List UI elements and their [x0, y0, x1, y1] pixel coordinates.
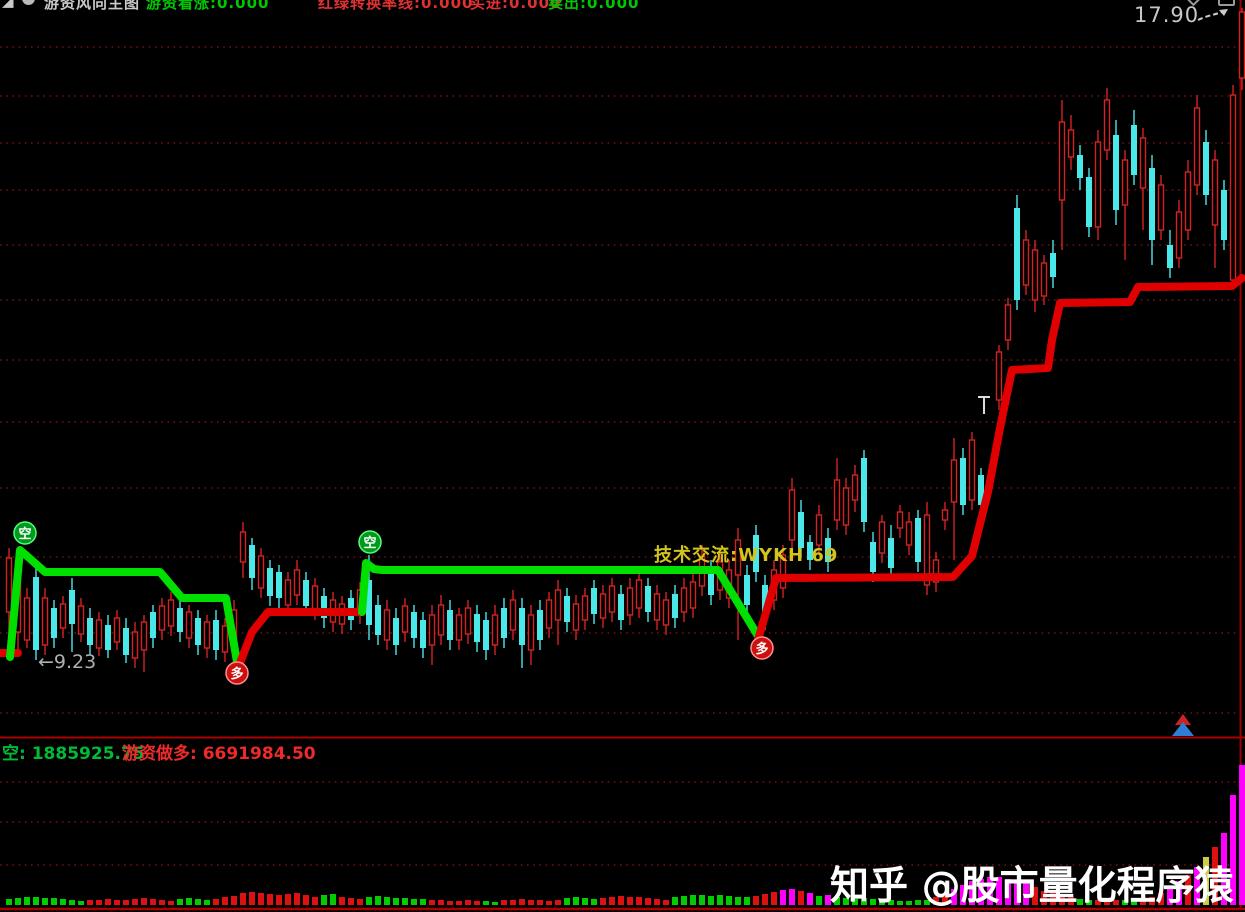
zhihu-watermark: 知乎 @股市量化程序猿 [830, 864, 1234, 909]
short-volume-value: 空: 1885925.75 [2, 744, 145, 764]
svg-text:多: 多 [755, 641, 768, 657]
latest-price-label: 17.90 [1134, 3, 1200, 27]
svg-text:多: 多 [230, 666, 243, 682]
arrow-red-tip-icon [1175, 714, 1191, 725]
indicator-dot-icon [22, 0, 35, 5]
updown-arrow-marker [1172, 714, 1194, 738]
arrow-blue-base-icon [1172, 722, 1194, 736]
indicator-title-bar: ◢ 游资风向主图 游资看涨:0.000 红绿转换率线:0.000 买进:0.00… [0, 0, 1245, 11]
contact-watermark-label: 技术交流:WYKH 69 [654, 545, 839, 566]
app-logo-icon: ◢ [2, 0, 15, 10]
chart-tool-window-icon[interactable] [1218, 0, 1235, 6]
marked-low-label: ←9.23 [38, 651, 97, 673]
indicator-field-maijin: 买进:0.000 [470, 0, 562, 11]
svg-text:空: 空 [363, 535, 376, 551]
indicator-field-zhuanhuan: 红绿转换率线:0.000 [318, 0, 474, 11]
indicator-field-maichu: 卖出:0.000 [548, 0, 640, 11]
svg-text:空: 空 [18, 526, 31, 542]
indicator-field-kanzhang: 游资看涨:0.000 [146, 0, 270, 11]
indicator-title: 游资风向主图 [44, 0, 141, 11]
long-volume-value: 游资做多: 6691984.50 [122, 744, 316, 764]
